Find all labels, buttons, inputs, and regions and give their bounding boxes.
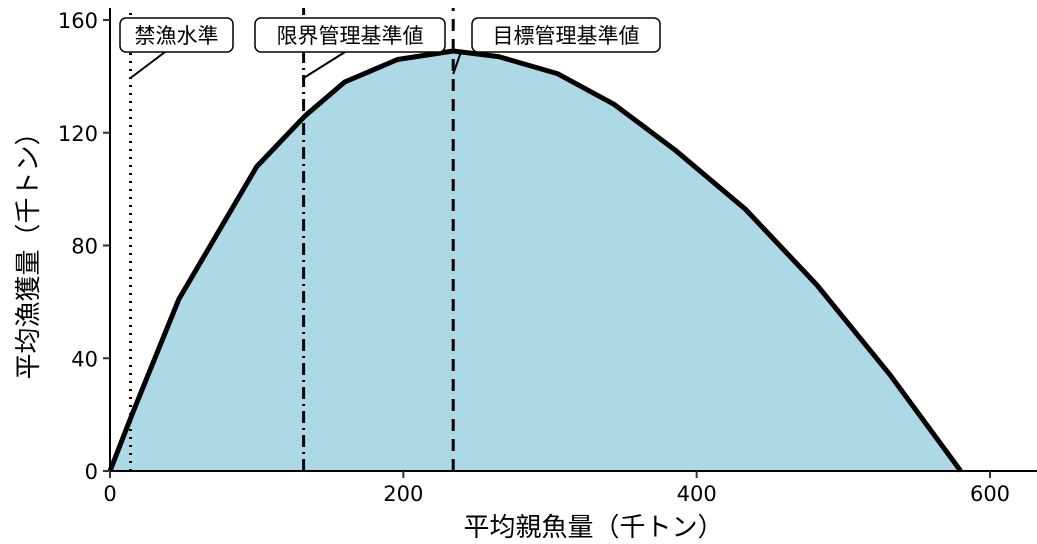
y-tick-label: 80	[71, 235, 98, 259]
yield-curve-line	[107, 48, 963, 473]
x-axis-title: 平均親魚量（千トン）	[463, 513, 723, 543]
reference-label-leader	[129, 51, 166, 79]
reference-label: 禁漁水準	[135, 24, 219, 48]
reference-label: 限界管理基準値	[277, 24, 424, 48]
area-fill	[110, 51, 961, 471]
y-axis-title: 平均漁獲量（千トン）	[14, 119, 44, 379]
y-tick-label: 120	[58, 122, 98, 146]
x-tick-label: 200	[383, 482, 423, 506]
x-tick-label: 0	[103, 482, 116, 506]
x-tick-label: 400	[677, 482, 717, 506]
reference-lines	[129, 8, 455, 471]
x-axis-ticks: 0 200 400 600	[103, 471, 1010, 506]
reference-label-box	[254, 17, 446, 53]
reference-label: 目標管理基準値	[493, 24, 640, 48]
x-tick-label: 600	[970, 482, 1010, 506]
y-axis-ticks: 0 40 80 120 160	[58, 9, 110, 484]
reference-label-leader	[303, 51, 346, 79]
y-tick-label: 160	[58, 9, 98, 33]
y-tick-label: 40	[71, 347, 98, 371]
y-tick-label: 0	[85, 460, 98, 484]
reference-label-leader	[452, 51, 462, 75]
reference-label-box	[119, 17, 234, 53]
reference-labels: 禁漁水準 限界管理基準値 目標管理基準値	[119, 17, 661, 79]
reference-label-box	[471, 17, 661, 53]
